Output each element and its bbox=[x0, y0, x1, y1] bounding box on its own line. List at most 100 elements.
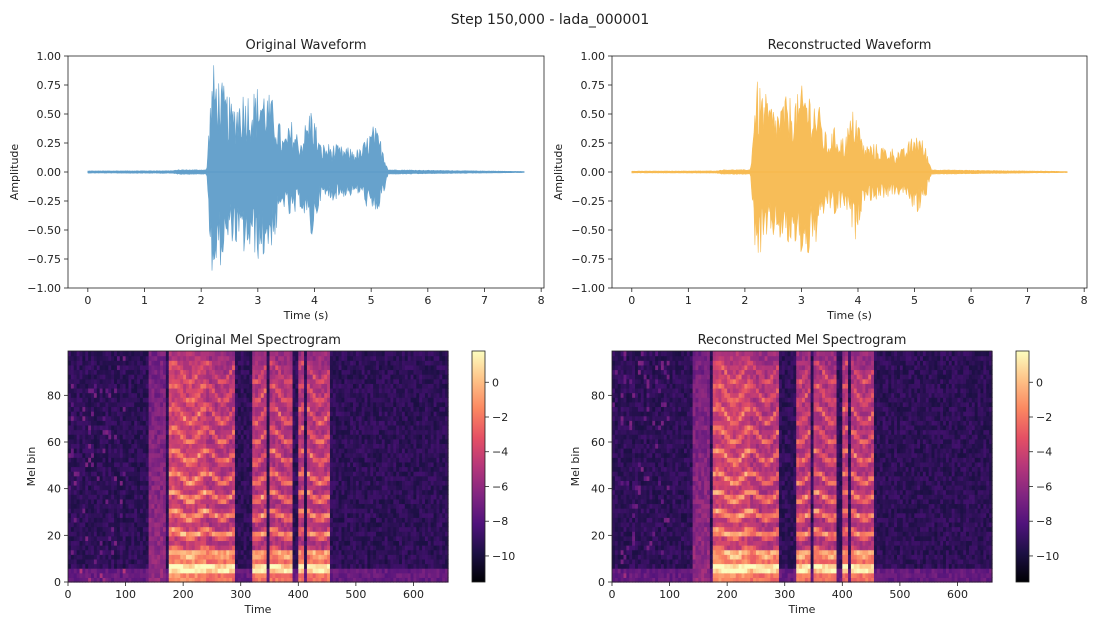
spectrogram-cell bbox=[88, 517, 92, 523]
spectrogram-cell bbox=[79, 558, 83, 565]
spectrogram-cell bbox=[85, 443, 89, 449]
spectrogram-cell bbox=[111, 369, 115, 375]
spectrogram-cell bbox=[111, 401, 115, 408]
spectrogram-cell bbox=[111, 392, 115, 398]
spectrogram-cell bbox=[105, 429, 109, 435]
spectrogram-cell bbox=[82, 554, 86, 560]
spectrogram-cell bbox=[93, 526, 98, 532]
spectrogram-cell bbox=[76, 521, 81, 528]
spectrogram-cell bbox=[114, 526, 118, 532]
spectrogram-cell bbox=[99, 512, 104, 518]
spectrogram-cell bbox=[99, 563, 104, 569]
spectrogram-cell bbox=[114, 355, 118, 361]
wave-xtick-label-1: 2 bbox=[741, 294, 748, 307]
spectrogram-cell bbox=[105, 572, 109, 578]
spectrogram-cell bbox=[96, 448, 101, 454]
wave-title-0: Original Waveform bbox=[246, 38, 367, 53]
spectrogram-cell bbox=[88, 360, 92, 366]
spectrogram-cell bbox=[93, 517, 98, 523]
spectrogram-cell bbox=[108, 526, 112, 532]
spectrogram-cell bbox=[68, 360, 72, 366]
spectrogram-cell bbox=[111, 383, 115, 389]
spectrogram-cell bbox=[73, 577, 78, 583]
wave-xtick-label-1: 8 bbox=[1081, 294, 1088, 307]
spectrogram-cell bbox=[93, 374, 98, 380]
spectrogram-cell bbox=[76, 383, 81, 389]
spectrogram-cell bbox=[82, 351, 86, 357]
spectrogram-cell bbox=[99, 424, 104, 431]
spectrogram-cell bbox=[82, 563, 86, 569]
spectrogram-cell bbox=[82, 434, 86, 440]
spectrogram-cell bbox=[114, 568, 118, 574]
spectrogram-cell bbox=[102, 383, 107, 389]
spectrogram-cell bbox=[68, 489, 72, 495]
spectrogram-cell bbox=[93, 401, 98, 408]
spectrogram-cell bbox=[96, 415, 101, 421]
spectrogram-cell bbox=[85, 494, 89, 500]
spectrogram-cell bbox=[96, 369, 101, 375]
spectrogram-cell bbox=[96, 526, 101, 532]
wave-ytick-label-0: −0.50 bbox=[27, 224, 61, 237]
spectrogram-cell bbox=[68, 549, 72, 555]
spectrogram-cell bbox=[68, 438, 72, 444]
spectrogram-cell bbox=[111, 521, 115, 528]
spectrogram-cell bbox=[108, 434, 112, 440]
spectrogram-cell bbox=[96, 387, 101, 394]
spectrogram-cell bbox=[102, 355, 107, 361]
wave-ytick-label-1: −0.75 bbox=[571, 253, 605, 266]
spectrogram-cell bbox=[99, 471, 104, 477]
spectrogram-cell bbox=[102, 397, 107, 403]
spectrogram-cell bbox=[111, 424, 115, 431]
spectrogram-cell bbox=[111, 531, 115, 537]
spectrogram-cell bbox=[85, 351, 89, 357]
spectrogram-cell bbox=[76, 443, 81, 449]
spectrogram-cell bbox=[111, 397, 115, 403]
spectrogram-cell bbox=[105, 545, 109, 551]
spectrogram-cell bbox=[68, 369, 72, 375]
spectrogram-cell bbox=[85, 360, 89, 366]
spectrogram-cell bbox=[70, 503, 75, 509]
spectrogram-cell bbox=[82, 526, 86, 532]
spectrogram-cell bbox=[93, 563, 98, 569]
spectrogram-cell bbox=[82, 508, 86, 514]
spectrogram-cell bbox=[93, 577, 98, 583]
spectrogram-cell bbox=[105, 424, 109, 431]
spectrogram-cell bbox=[105, 392, 109, 398]
spectrogram-cell bbox=[82, 531, 86, 537]
spectrogram-cell bbox=[105, 568, 109, 574]
spectrogram-cell bbox=[88, 355, 92, 361]
spectrogram-cell bbox=[111, 503, 115, 509]
spectrogram-cell bbox=[85, 531, 89, 537]
spectrogram-cell bbox=[73, 549, 78, 555]
spectrogram-cell bbox=[76, 429, 81, 435]
spectrogram-cell bbox=[91, 401, 95, 408]
spectrogram-cell bbox=[82, 415, 86, 421]
spectrogram-cell bbox=[96, 411, 101, 417]
spectrogram-cell bbox=[79, 411, 83, 417]
spectrogram-cell bbox=[108, 378, 112, 384]
spectrogram-cell bbox=[70, 577, 75, 583]
spectrogram-cell bbox=[73, 443, 78, 449]
spectrogram-cell bbox=[102, 364, 107, 371]
spectrogram-cell bbox=[105, 480, 109, 486]
spectrogram-cell bbox=[111, 535, 115, 542]
spectrogram-cell bbox=[82, 401, 86, 408]
spectrogram-cell bbox=[102, 494, 107, 500]
spectrogram-cell bbox=[108, 512, 112, 518]
spectrogram-cell bbox=[88, 374, 92, 380]
spectrogram-cell bbox=[102, 540, 107, 546]
spectrogram-cell bbox=[82, 387, 86, 394]
spectrogram-cell bbox=[70, 351, 75, 357]
spectrogram-cell bbox=[114, 438, 118, 444]
spectrogram-cell bbox=[88, 577, 92, 583]
spectrogram-cell bbox=[85, 540, 89, 546]
spectrogram-cell bbox=[79, 489, 83, 495]
wave-ytick-label-1: −0.50 bbox=[571, 224, 605, 237]
spectrogram-cell bbox=[114, 387, 118, 394]
spectrogram-cell bbox=[73, 512, 78, 518]
spectrogram-cell bbox=[102, 443, 107, 449]
spectrogram-cell bbox=[82, 475, 86, 481]
spectrogram-cell bbox=[91, 364, 95, 371]
spectrogram-cell bbox=[93, 466, 98, 472]
spectrogram-cell bbox=[76, 531, 81, 537]
